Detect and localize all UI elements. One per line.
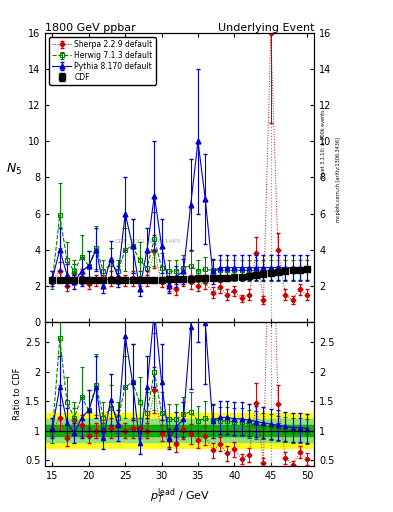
Text: mcplots.cern.ch [arXiv:1306.3436]: mcplots.cern.ch [arXiv:1306.3436] [336, 137, 341, 222]
Text: CDF_2001_S4751469: CDF_2001_S4751469 [114, 238, 181, 244]
Text: 1800 GeV ppbar: 1800 GeV ppbar [45, 23, 136, 32]
Legend: Sherpa 2.2.9 default, Herwig 7.1.3 default, Pythia 8.170 default, CDF: Sherpa 2.2.9 default, Herwig 7.1.3 defau… [49, 37, 156, 85]
Y-axis label: Ratio to CDF: Ratio to CDF [13, 368, 22, 420]
Text: Rivet 3.1.10; ≥ 500k events: Rivet 3.1.10; ≥ 500k events [320, 109, 325, 178]
Y-axis label: $N_5$: $N_5$ [6, 162, 22, 178]
X-axis label: $p_T^{\rm lead}$ / GeV: $p_T^{\rm lead}$ / GeV [150, 486, 210, 506]
Text: Underlying Event: Underlying Event [218, 23, 314, 32]
